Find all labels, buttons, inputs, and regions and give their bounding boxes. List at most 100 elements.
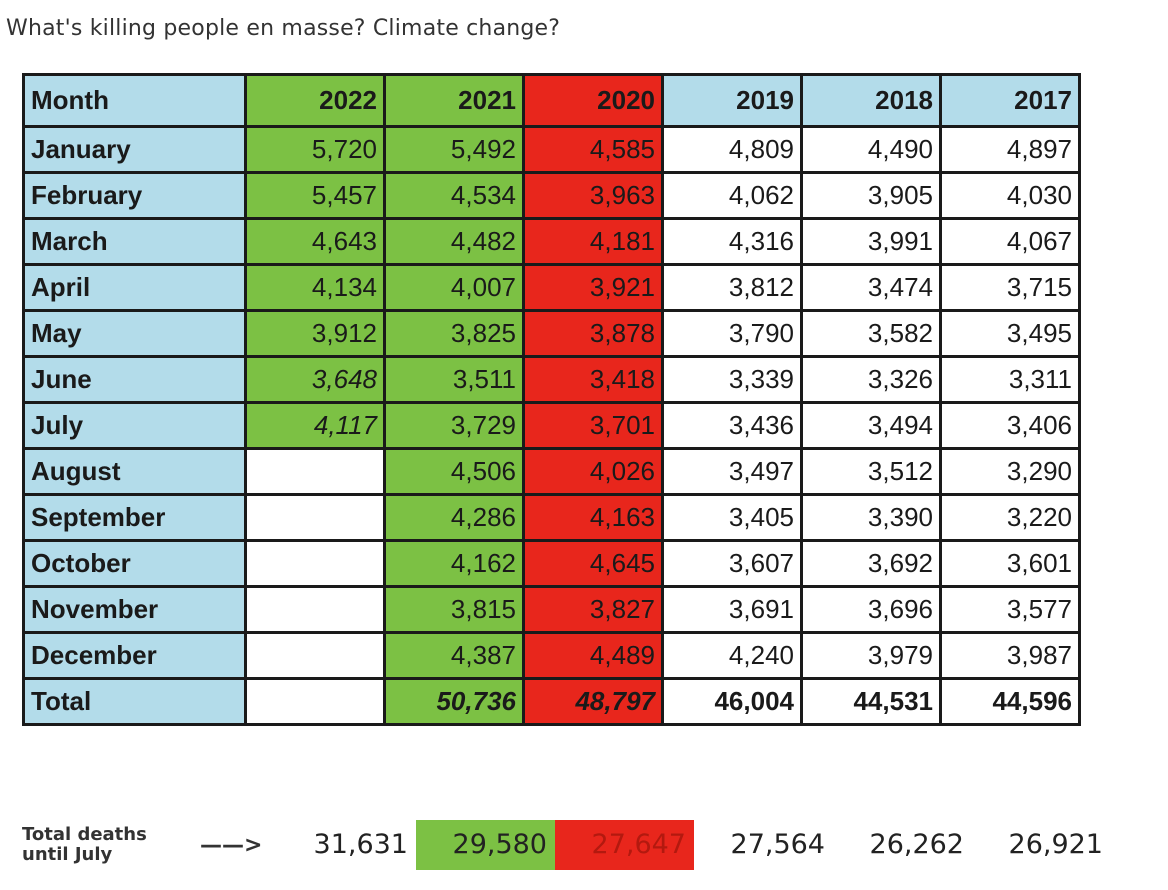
cell-2019: 3,691 — [661, 585, 803, 634]
cell-2021: 3,511 — [383, 355, 525, 404]
cell-2020: 4,585 — [522, 125, 664, 174]
cell-2021: 4,162 — [383, 539, 525, 588]
cell-2020: 4,645 — [522, 539, 664, 588]
cell-2019: 3,790 — [661, 309, 803, 358]
cell-2021: 5,492 — [383, 125, 525, 174]
table-row: February 5,457 4,534 3,963 4,062 3,905 4… — [22, 171, 1081, 220]
footer-label-line1: Total deaths — [22, 824, 147, 845]
cell-2017: 4,897 — [939, 125, 1081, 174]
cell-2022: 5,457 — [244, 171, 386, 220]
cell-2019: 4,809 — [661, 125, 803, 174]
row-month: March — [22, 217, 247, 266]
footer-2022: 31,631 — [313, 829, 408, 860]
cell-2017: 3,577 — [939, 585, 1081, 634]
cell-2017: 3,220 — [939, 493, 1081, 542]
total-2021: 50,736 — [383, 677, 525, 726]
table-row: October 4,162 4,645 3,607 3,692 3,601 — [22, 539, 1081, 588]
header-year-2020: 2020 — [522, 73, 664, 128]
cell-2021: 4,286 — [383, 493, 525, 542]
cell-2021: 3,825 — [383, 309, 525, 358]
row-month: February — [22, 171, 247, 220]
table-row: June 3,648 3,511 3,418 3,339 3,326 3,311 — [22, 355, 1081, 404]
cell-2019: 4,062 — [661, 171, 803, 220]
total-2022 — [244, 677, 386, 726]
cell-2018: 3,991 — [800, 217, 942, 266]
cell-2020: 3,418 — [522, 355, 664, 404]
cell-2021: 4,482 — [383, 217, 525, 266]
total-label: Total — [22, 677, 247, 726]
cell-2020: 3,701 — [522, 401, 664, 450]
footer-2017: 26,921 — [1008, 829, 1103, 860]
cell-2020: 3,963 — [522, 171, 664, 220]
total-2018: 44,531 — [800, 677, 942, 726]
cell-2022: 4,117 — [244, 401, 386, 450]
cell-2018: 3,474 — [800, 263, 942, 312]
cell-2022 — [244, 493, 386, 542]
cell-2017: 4,030 — [939, 171, 1081, 220]
cell-2019: 3,497 — [661, 447, 803, 496]
table-row: September 4,286 4,163 3,405 3,390 3,220 — [22, 493, 1081, 542]
footer-2018: 26,262 — [869, 829, 964, 860]
cell-2021: 4,387 — [383, 631, 525, 680]
cell-2018: 3,326 — [800, 355, 942, 404]
table-row: March 4,643 4,482 4,181 4,316 3,991 4,06… — [22, 217, 1081, 266]
cell-2018: 4,490 — [800, 125, 942, 174]
cell-2019: 3,812 — [661, 263, 803, 312]
cell-2020: 3,827 — [522, 585, 664, 634]
cell-2020: 3,878 — [522, 309, 664, 358]
cell-2020: 4,489 — [522, 631, 664, 680]
cell-2018: 3,979 — [800, 631, 942, 680]
footer-2021: 29,580 — [416, 820, 555, 870]
row-month: June — [22, 355, 247, 404]
cell-2019: 3,405 — [661, 493, 803, 542]
row-month: November — [22, 585, 247, 634]
cell-2020: 4,163 — [522, 493, 664, 542]
table-row: November 3,815 3,827 3,691 3,696 3,577 — [22, 585, 1081, 634]
footer-label-line2: until July — [22, 844, 113, 865]
cell-2018: 3,512 — [800, 447, 942, 496]
cell-2022: 4,643 — [244, 217, 386, 266]
cell-2022: 3,648 — [244, 355, 386, 404]
cell-2020: 4,026 — [522, 447, 664, 496]
deaths-table: Month 2022 2021 2020 2019 2018 2017 Janu… — [22, 73, 1081, 726]
cell-2017: 3,311 — [939, 355, 1081, 404]
cell-2022 — [244, 585, 386, 634]
cell-2019: 4,316 — [661, 217, 803, 266]
cell-2021: 3,729 — [383, 401, 525, 450]
cell-2020: 4,181 — [522, 217, 664, 266]
cell-2017: 3,715 — [939, 263, 1081, 312]
cell-2019: 3,436 — [661, 401, 803, 450]
cell-2020: 3,921 — [522, 263, 664, 312]
total-row: Total 50,736 48,797 46,004 44,531 44,596 — [22, 677, 1081, 726]
table-row: January 5,720 5,492 4,585 4,809 4,490 4,… — [22, 125, 1081, 174]
cell-2022 — [244, 539, 386, 588]
cell-2018: 3,582 — [800, 309, 942, 358]
row-month: July — [22, 401, 247, 450]
caption: What's killing people en masse? Climate … — [6, 16, 561, 41]
cell-2022 — [244, 447, 386, 496]
row-month: April — [22, 263, 247, 312]
cell-2018: 3,390 — [800, 493, 942, 542]
total-2019: 46,004 — [661, 677, 803, 726]
table-row: July 4,117 3,729 3,701 3,436 3,494 3,406 — [22, 401, 1081, 450]
cell-2019: 3,607 — [661, 539, 803, 588]
cell-2021: 4,506 — [383, 447, 525, 496]
row-month: August — [22, 447, 247, 496]
cell-2018: 3,494 — [800, 401, 942, 450]
table-row: August 4,506 4,026 3,497 3,512 3,290 — [22, 447, 1081, 496]
total-2017: 44,596 — [939, 677, 1081, 726]
header-year-2018: 2018 — [800, 73, 942, 128]
cell-2019: 3,339 — [661, 355, 803, 404]
cell-2018: 3,696 — [800, 585, 942, 634]
cell-2022: 5,720 — [244, 125, 386, 174]
row-month: December — [22, 631, 247, 680]
header-year-2019: 2019 — [661, 73, 803, 128]
footer-2019: 27,564 — [730, 829, 825, 860]
cell-2022 — [244, 631, 386, 680]
cell-2021: 3,815 — [383, 585, 525, 634]
header-year-2017: 2017 — [939, 73, 1081, 128]
cell-2017: 3,290 — [939, 447, 1081, 496]
cell-2017: 3,495 — [939, 309, 1081, 358]
cell-2018: 3,692 — [800, 539, 942, 588]
header-year-2022: 2022 — [244, 73, 386, 128]
